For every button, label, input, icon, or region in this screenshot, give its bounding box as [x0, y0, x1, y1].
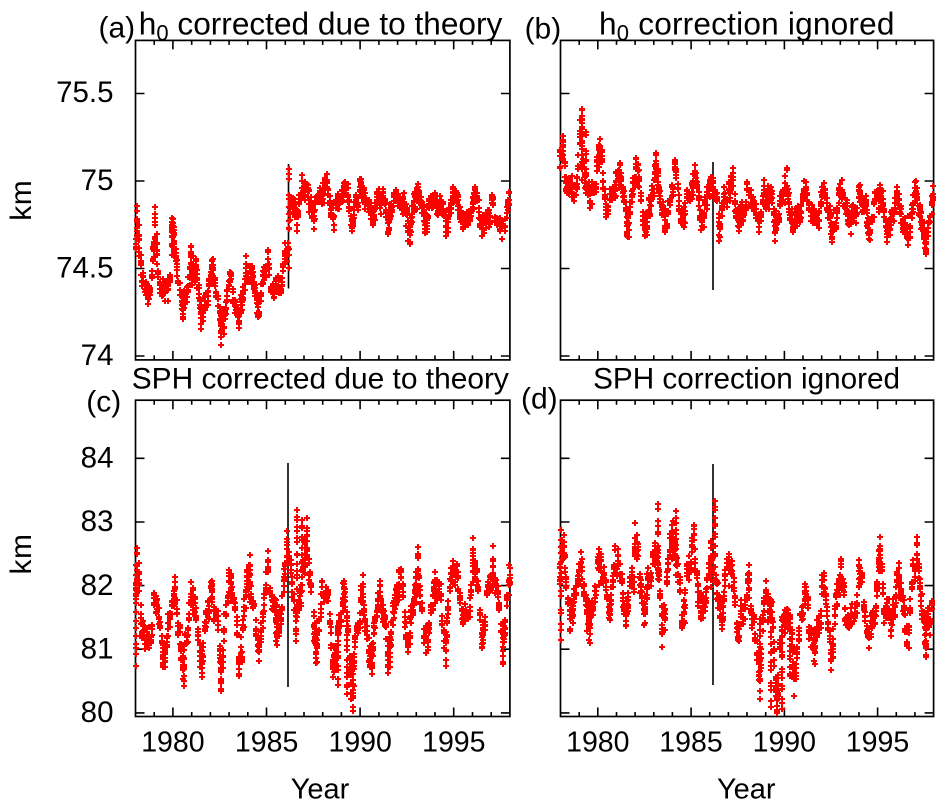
svg-text:1995: 1995: [846, 727, 909, 759]
svg-text:74: 74: [81, 339, 114, 372]
svg-text:75: 75: [81, 164, 114, 197]
svg-text:75.5: 75.5: [56, 76, 113, 109]
svg-text:1980: 1980: [566, 727, 629, 759]
svg-text:(a): (a): [98, 12, 135, 45]
svg-text:h0 correction ignored: h0 correction ignored: [599, 6, 895, 46]
svg-text:80: 80: [81, 696, 114, 729]
svg-text:1985: 1985: [235, 727, 298, 759]
svg-text:(b): (b): [525, 13, 562, 46]
svg-text:km: km: [5, 180, 38, 221]
svg-text:km: km: [5, 534, 38, 575]
svg-text:84: 84: [81, 442, 114, 475]
svg-text:1990: 1990: [753, 727, 816, 759]
svg-text:1980: 1980: [141, 727, 204, 759]
svg-text:SPH corrected due to theory: SPH corrected due to theory: [132, 363, 509, 396]
svg-text:SPH correction ignored: SPH correction ignored: [593, 363, 900, 396]
svg-text:81: 81: [81, 632, 114, 665]
svg-text:82: 82: [81, 569, 114, 602]
svg-text:74.5: 74.5: [56, 252, 113, 285]
svg-text:Year: Year: [291, 773, 350, 805]
svg-text:1995: 1995: [422, 727, 485, 759]
svg-text:83: 83: [81, 505, 114, 538]
svg-text:h0 corrected due to theory: h0 corrected due to theory: [139, 6, 503, 46]
svg-text:1990: 1990: [328, 727, 391, 759]
svg-text:(d): (d): [521, 383, 558, 416]
svg-text:1985: 1985: [659, 727, 722, 759]
svg-text:(c): (c): [86, 386, 121, 419]
svg-text:Year: Year: [717, 773, 776, 805]
